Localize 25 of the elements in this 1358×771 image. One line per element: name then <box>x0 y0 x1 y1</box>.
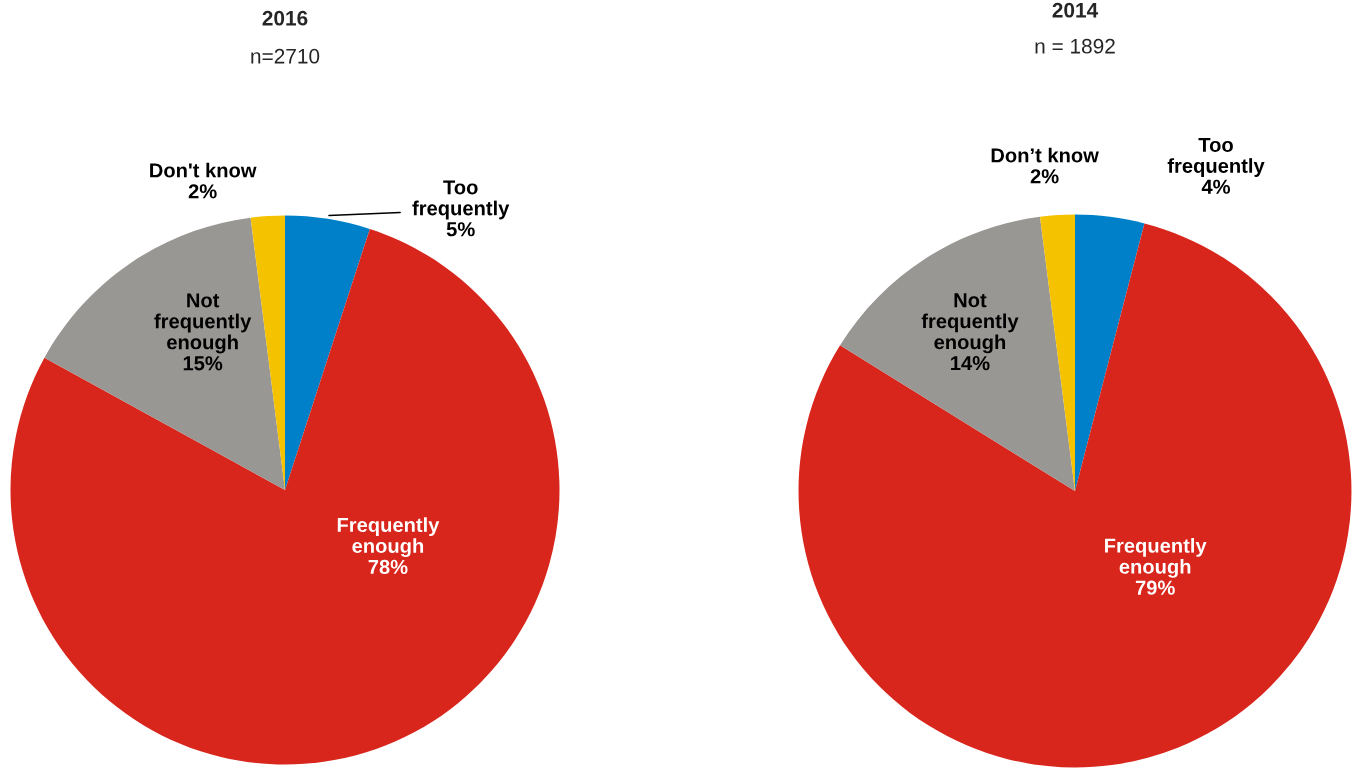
chart-subtitle: n=2710 <box>251 48 320 64</box>
data-label: 2% <box>1030 169 1059 184</box>
pie-slice <box>44 217 285 490</box>
pie-slice <box>285 215 370 490</box>
chart-title: 2016 <box>262 10 308 26</box>
slice-label: Don't know <box>150 162 257 178</box>
data-label: 2% <box>188 184 217 199</box>
data-label: 5% <box>446 222 475 237</box>
data-label: 4% <box>1201 179 1231 194</box>
pie-slice <box>798 223 1352 768</box>
slice-label: Not frequently enough <box>154 293 252 354</box>
slice-label: Too frequently <box>412 180 510 220</box>
slice-label: Frequently enough <box>337 517 440 558</box>
chart-subtitle: n = 1892 <box>1035 38 1115 54</box>
data-label: 14% <box>951 356 990 371</box>
data-label: 15% <box>183 356 223 371</box>
slice-label: Not frequently enough <box>921 293 1019 354</box>
chart-title: 2014 <box>1052 2 1099 18</box>
slice-label: Too frequently <box>1167 137 1265 177</box>
pie-slice <box>1075 214 1145 491</box>
slice-label: Don’t know <box>991 147 1099 163</box>
pie-slice <box>840 216 1075 491</box>
data-label: 79% <box>1135 580 1175 595</box>
data-label: 78% <box>368 559 408 575</box>
slice-label: Frequently enough <box>1105 538 1207 578</box>
